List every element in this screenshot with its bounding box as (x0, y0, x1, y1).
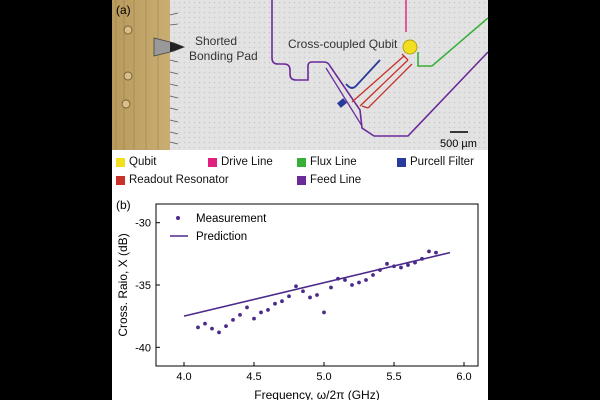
measurement-point (294, 284, 298, 289)
measurement-point (273, 301, 277, 306)
legend-measurement-marker (176, 216, 180, 220)
measurement-point (217, 330, 221, 335)
legend-swatch (116, 157, 125, 167)
measurement-point (245, 305, 249, 310)
x-tick-label: 4.5 (246, 371, 261, 383)
annotation-bonding-pad-line2: Bonding Pad (189, 49, 258, 63)
chip-background (112, 0, 488, 150)
legend-label: Purcell Filter (410, 156, 474, 168)
panel-a-label: (a) (116, 3, 131, 17)
device-micrograph: Shorted Bonding Pad Cross-coupled Qubit … (112, 0, 488, 150)
measurement-point (224, 324, 228, 329)
legend-item-readout-resonator: Readout Resonator (116, 174, 229, 186)
measurement-point (280, 299, 284, 304)
measurement-point (336, 276, 340, 281)
bond-balls (121, 25, 133, 109)
x-tick-label: 5.0 (316, 371, 331, 383)
annotation-bonding-pad-line1: Shorted (195, 34, 237, 48)
legend-item-feed-line: Feed Line (297, 174, 361, 186)
legend-label: Drive Line (221, 156, 273, 168)
legend-item-drive-line: Drive Line (208, 156, 273, 168)
measurement-point (406, 263, 410, 267)
legend-swatch (297, 157, 306, 167)
annotation-scale-bar: 500 µm (440, 138, 477, 150)
measurement-point (322, 310, 326, 315)
legend-swatch (297, 175, 306, 185)
measurement-point (420, 256, 424, 261)
measurement-point (196, 325, 200, 330)
measurement-point (301, 289, 305, 294)
cross-ratio-chart: 4.0 4.5 5.0 5.5 6.0 -30 -35 -40 Frequency, ω/2π … (116, 203, 479, 400)
legend-item-qubit: Qubit (116, 156, 157, 168)
bonding-area (112, 0, 170, 150)
legend-item-purcell-filter: Purcell Filter (397, 156, 474, 168)
legend-item-flux-line: Flux Line (297, 156, 357, 168)
wire-bonds (169, 12, 179, 145)
measurement-point (399, 265, 403, 270)
measurement-point (238, 313, 242, 317)
legend-swatch (116, 175, 125, 185)
y-tick-label: -30 (135, 218, 151, 230)
legend-swatch (208, 157, 217, 167)
readout-resonator (351, 53, 413, 109)
panel-b-label: (b) (116, 198, 131, 212)
x-tick-label: 5.5 (386, 371, 401, 383)
measurement-point (259, 310, 263, 315)
legend-swatch (397, 157, 406, 167)
measurement-point (378, 268, 382, 272)
measurement-point (231, 317, 235, 322)
measurement-point (266, 308, 270, 312)
legend-measurement-label: Measurement (196, 213, 267, 225)
measurement-point (434, 250, 438, 255)
y-tick-label: -40 (135, 342, 151, 354)
y-axis-label: Cross. Raio, X (dB) (116, 233, 130, 336)
x-tick-label: 6.0 (456, 371, 471, 383)
qubit (402, 39, 418, 55)
measurement-point (427, 249, 431, 254)
x-tick-label: 4.0 (176, 371, 191, 383)
measurement-point (392, 264, 396, 269)
measurement-point (357, 280, 361, 285)
legend-label: Feed Line (310, 174, 362, 186)
measurement-point (308, 295, 312, 300)
purcell-filter (345, 59, 381, 89)
measurement-point (315, 293, 319, 297)
legend-label: Qubit (129, 156, 157, 168)
annotation-qubit: Cross-coupled Qubit (288, 37, 398, 51)
measurement-point (413, 260, 417, 265)
measurement-point (350, 283, 354, 287)
flux-line (417, 17, 488, 67)
bonding-pad-shape (153, 37, 186, 57)
prediction-line (183, 251, 451, 317)
legend-prediction-label: Prediction (196, 231, 247, 243)
measurement-point (385, 261, 389, 266)
measurement-point (287, 294, 291, 299)
purcell-filter-coupler (337, 98, 347, 108)
feed-line-branch (325, 67, 363, 127)
measurement-point (364, 278, 368, 282)
measurement-point (329, 285, 333, 290)
measurement-point (343, 278, 347, 282)
x-axis-label: Frequency, ω/2π (GHz) (254, 388, 379, 400)
legend-label: Readout Resonator (129, 174, 229, 186)
measurement-point (371, 273, 375, 277)
measurement-point (210, 326, 214, 331)
figure: Shorted Bonding Pad Cross-coupled Qubit … (112, 0, 488, 400)
measurement-point (203, 321, 207, 326)
legend-label: Flux Line (310, 156, 357, 168)
feed-line (271, 0, 488, 137)
y-tick-label: -35 (135, 280, 151, 292)
bonding-pad-arrow-icon (170, 42, 184, 52)
measurement-point (252, 316, 256, 321)
